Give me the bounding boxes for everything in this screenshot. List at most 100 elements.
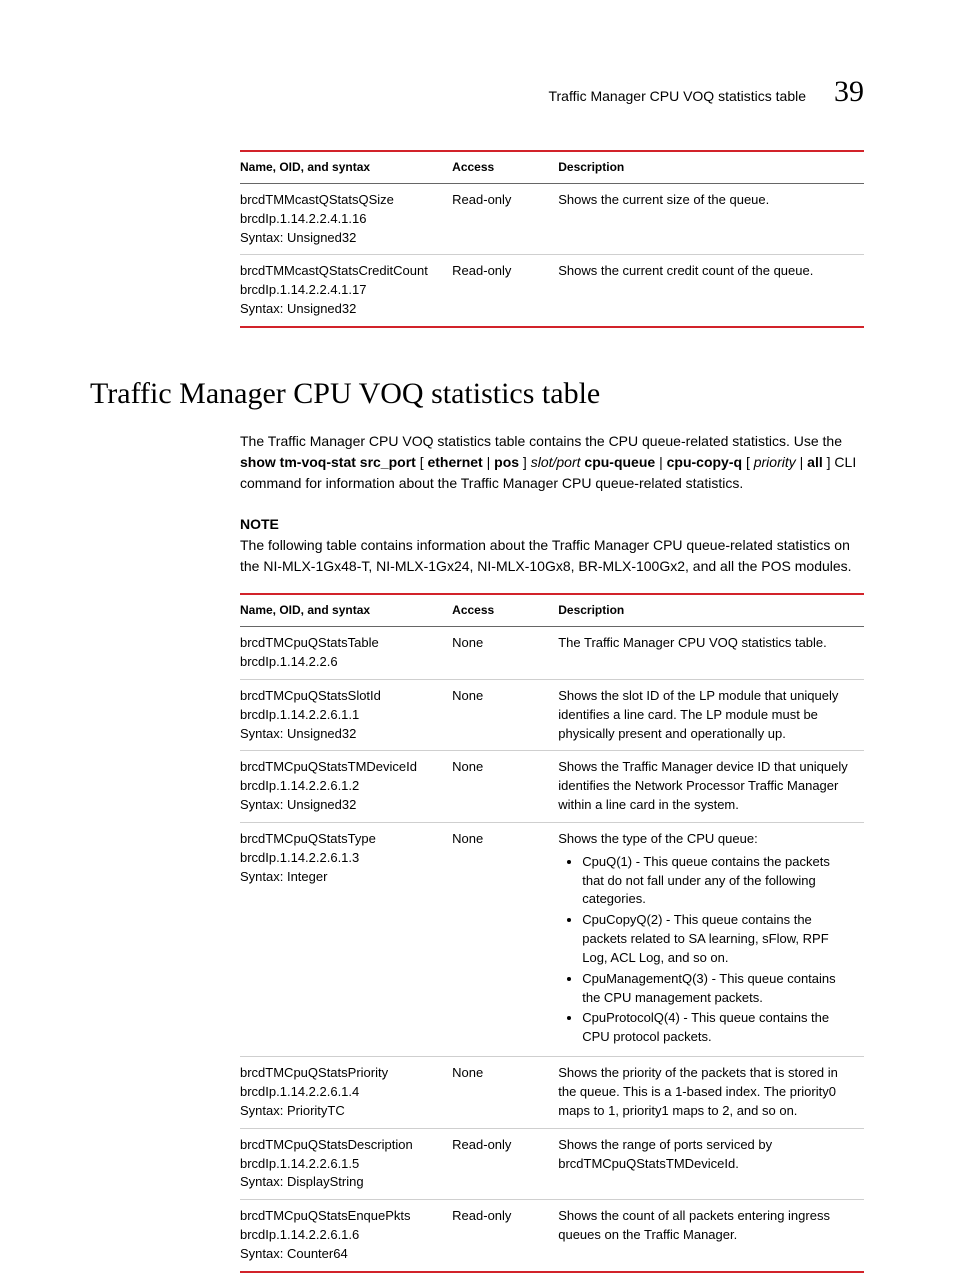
mib-syntax: Syntax: Integer <box>240 868 438 887</box>
table-header-row: Name, OID, and syntax Access Description <box>240 151 864 184</box>
table-row: brcdTMCpuQStatsDescription brcdIp.1.14.2… <box>240 1128 864 1200</box>
bullet-item: CpuManagementQ(3) - This queue contains … <box>582 970 850 1008</box>
note-body: The following table contains information… <box>240 535 864 577</box>
mib-oid: brcdIp.1.14.2.2.6.1.5 <box>240 1155 438 1174</box>
mib-syntax: Syntax: Unsigned32 <box>240 796 438 815</box>
page-header: Traffic Manager CPU VOQ statistics table… <box>90 70 864 114</box>
cli-italic: slot/port <box>531 454 581 470</box>
mib-name: brcdTMCpuQStatsEnquePkts <box>240 1207 438 1226</box>
intro-paragraph: The Traffic Manager CPU VOQ statistics t… <box>240 431 864 494</box>
cli-bold: all <box>807 454 823 470</box>
col-header-access: Access <box>452 594 558 627</box>
table-row: brcdTMCpuQStatsPriority brcdIp.1.14.2.2.… <box>240 1057 864 1129</box>
table-row: brcdTMCpuQStatsType brcdIp.1.14.2.2.6.1.… <box>240 822 864 1056</box>
cli-bold: ethernet <box>427 454 482 470</box>
cell-desc: Shows the count of all packets entering … <box>558 1200 864 1272</box>
mib-oid: brcdIp.1.14.2.2.4.1.17 <box>240 281 438 300</box>
cell-name: brcdTMCpuQStatsTable brcdIp.1.14.2.2.6 <box>240 627 452 680</box>
mib-syntax: Syntax: Unsigned32 <box>240 725 438 744</box>
cli-text: [ <box>420 454 424 470</box>
running-title: Traffic Manager CPU VOQ statistics table <box>548 86 806 106</box>
cell-desc: Shows the range of ports serviced by brc… <box>558 1128 864 1200</box>
col-header-desc: Description <box>558 594 864 627</box>
col-header-name: Name, OID, and syntax <box>240 594 452 627</box>
mib-syntax: Syntax: Unsigned32 <box>240 300 438 319</box>
note-heading: NOTE <box>240 514 864 534</box>
cell-name: brcdTMCpuQStatsDescription brcdIp.1.14.2… <box>240 1128 452 1200</box>
mib-name: brcdTMCpuQStatsType <box>240 830 438 849</box>
cli-italic: priority <box>754 454 796 470</box>
mib-name: brcdTMCpuQStatsDescription <box>240 1136 438 1155</box>
mib-oid: brcdIp.1.14.2.2.6.1.6 <box>240 1226 438 1245</box>
bullet-item: CpuQ(1) - This queue contains the packet… <box>582 853 850 910</box>
table-row: brcdTMCpuQStatsEnquePkts brcdIp.1.14.2.2… <box>240 1200 864 1272</box>
cell-access: None <box>452 679 558 751</box>
cli-text: [ <box>746 454 750 470</box>
cell-name: brcdTMCpuQStatsSlotId brcdIp.1.14.2.2.6.… <box>240 679 452 751</box>
table-row: brcdTMCpuQStatsTable brcdIp.1.14.2.2.6 N… <box>240 627 864 680</box>
cell-access: Read-only <box>452 255 558 327</box>
cell-access: None <box>452 1057 558 1129</box>
cell-name: brcdTMCpuQStatsTMDeviceId brcdIp.1.14.2.… <box>240 751 452 823</box>
cli-bold: show tm-voq-stat src_port <box>240 454 416 470</box>
bullet-item: CpuProtocolQ(4) - This queue contains th… <box>582 1009 850 1047</box>
table-row: brcdTMCpuQStatsTMDeviceId brcdIp.1.14.2.… <box>240 751 864 823</box>
cell-desc: The Traffic Manager CPU VOQ statistics t… <box>558 627 864 680</box>
cli-text: | <box>487 454 495 470</box>
cell-name: brcdTMCpuQStatsPriority brcdIp.1.14.2.2.… <box>240 1057 452 1129</box>
col-header-name: Name, OID, and syntax <box>240 151 452 184</box>
mib-oid: brcdIp.1.14.2.2.6.1.4 <box>240 1083 438 1102</box>
cell-access: None <box>452 822 558 1056</box>
chapter-number: 39 <box>834 70 864 114</box>
section-body: The Traffic Manager CPU VOQ statistics t… <box>240 431 864 1272</box>
bullet-item: CpuCopyQ(2) - This queue contains the pa… <box>582 911 850 968</box>
mib-syntax: Syntax: Counter64 <box>240 1245 438 1264</box>
mib-syntax: Syntax: Unsigned32 <box>240 229 438 248</box>
cell-desc: Shows the type of the CPU queue: CpuQ(1)… <box>558 822 864 1056</box>
cli-bold: cpu-queue <box>584 454 655 470</box>
cell-name: brcdTMCpuQStatsEnquePkts brcdIp.1.14.2.2… <box>240 1200 452 1272</box>
mib-table-cpu-voq: Name, OID, and syntax Access Description… <box>240 593 864 1273</box>
mib-table-continued: Name, OID, and syntax Access Description… <box>240 150 864 328</box>
cell-name: brcdTMMcastQStatsQSize brcdIp.1.14.2.2.4… <box>240 183 452 255</box>
cell-access: Read-only <box>452 1200 558 1272</box>
cell-desc: Shows the priority of the packets that i… <box>558 1057 864 1129</box>
cell-name: brcdTMCpuQStatsType brcdIp.1.14.2.2.6.1.… <box>240 822 452 1056</box>
intro-text: The Traffic Manager CPU VOQ statistics t… <box>240 433 842 449</box>
desc-lead: Shows the type of the CPU queue: <box>558 830 850 849</box>
mib-name: brcdTMMcastQStatsCreditCount <box>240 262 438 281</box>
cell-desc: Shows the Traffic Manager device ID that… <box>558 751 864 823</box>
cli-bold: pos <box>494 454 519 470</box>
cell-access: Read-only <box>452 183 558 255</box>
table-header-row: Name, OID, and syntax Access Description <box>240 594 864 627</box>
mib-name: brcdTMCpuQStatsPriority <box>240 1064 438 1083</box>
mib-name: brcdTMCpuQStatsTMDeviceId <box>240 758 438 777</box>
cell-access: None <box>452 751 558 823</box>
col-header-desc: Description <box>558 151 864 184</box>
mib-name: brcdTMMcastQStatsQSize <box>240 191 438 210</box>
mib-syntax: Syntax: PriorityTC <box>240 1102 438 1121</box>
cell-access: Read-only <box>452 1128 558 1200</box>
table-row: brcdTMMcastQStatsCreditCount brcdIp.1.14… <box>240 255 864 327</box>
mib-oid: brcdIp.1.14.2.2.6 <box>240 653 438 672</box>
desc-bullets: CpuQ(1) - This queue contains the packet… <box>558 853 850 1047</box>
content-column: Name, OID, and syntax Access Description… <box>240 150 864 328</box>
section-heading: Traffic Manager CPU VOQ statistics table <box>90 372 864 416</box>
table-row: brcdTMMcastQStatsQSize brcdIp.1.14.2.2.4… <box>240 183 864 255</box>
cell-name: brcdTMMcastQStatsCreditCount brcdIp.1.14… <box>240 255 452 327</box>
mib-oid: brcdIp.1.14.2.2.4.1.16 <box>240 210 438 229</box>
mib-syntax: Syntax: DisplayString <box>240 1173 438 1192</box>
page: Traffic Manager CPU VOQ statistics table… <box>0 0 954 1235</box>
mib-oid: brcdIp.1.14.2.2.6.1.2 <box>240 777 438 796</box>
mib-oid: brcdIp.1.14.2.2.6.1.1 <box>240 706 438 725</box>
col-header-access: Access <box>452 151 558 184</box>
cli-bold: cpu-copy-q <box>667 454 742 470</box>
cli-text: ] <box>523 454 531 470</box>
cell-desc: Shows the current size of the queue. <box>558 183 864 255</box>
table-row: brcdTMCpuQStatsSlotId brcdIp.1.14.2.2.6.… <box>240 679 864 751</box>
mib-oid: brcdIp.1.14.2.2.6.1.3 <box>240 849 438 868</box>
mib-name: brcdTMCpuQStatsSlotId <box>240 687 438 706</box>
mib-name: brcdTMCpuQStatsTable <box>240 634 438 653</box>
cell-desc: Shows the slot ID of the LP module that … <box>558 679 864 751</box>
cell-desc: Shows the current credit count of the qu… <box>558 255 864 327</box>
